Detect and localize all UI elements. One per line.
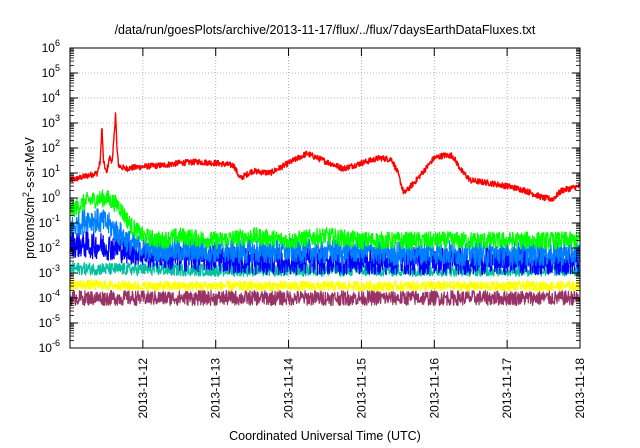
x-tick-label: 2013-11-16	[427, 358, 441, 419]
y-tick-label: 104	[42, 88, 60, 105]
y-tick-label: 105	[42, 63, 60, 80]
chart-title: /data/run/goesPlots/archive/2013-11-17/f…	[115, 23, 536, 37]
x-axis: 2013-11-12 2013-11-13 2013-11-14 2013-11-15…	[136, 48, 587, 419]
series-line-6	[69, 289, 581, 307]
y-axis: 106 105 104 103 102 101 100 10-1 10-2 10-3 10-4 10-…	[39, 38, 580, 355]
x-tick-label: 2013-11-15	[354, 358, 368, 419]
y-axis-label-prefix: protons/cm	[23, 197, 37, 259]
y-tick-label: 100	[42, 188, 60, 205]
y-tick-label: 101	[42, 163, 60, 180]
y-axis-label: protons/cm2-s-sr-MeV	[21, 136, 37, 258]
series-line-5	[69, 279, 581, 292]
x-tick-label: 2013-11-13	[209, 358, 223, 419]
series-line-1	[69, 189, 581, 250]
series-line-2	[69, 208, 581, 267]
y-axis-label-suffix: -s-sr-MeV	[23, 136, 37, 192]
y-tick-label: 10-3	[39, 263, 60, 280]
x-tick-label: 2013-11-14	[282, 358, 296, 419]
y-tick-label: 106	[42, 38, 60, 55]
y-axis-label-sup: 2	[21, 192, 31, 197]
x-tick-label: 2013-11-18	[573, 358, 587, 419]
x-tick-label: 2013-11-17	[500, 358, 514, 419]
y-tick-label: 10-5	[39, 313, 60, 330]
series-line-0	[69, 112, 581, 203]
x-axis-label: Coordinated Universal Time (UTC)	[229, 429, 421, 443]
series-group	[69, 112, 581, 307]
y-tick-label: 103	[42, 113, 60, 130]
x-tick-label: 2013-11-12	[136, 358, 150, 419]
y-tick-label: 10-2	[39, 238, 60, 255]
y-tick-label: 10-4	[39, 288, 60, 305]
y-tick-label: 10-1	[39, 213, 60, 230]
y-tick-label: 102	[42, 138, 60, 155]
y-tick-label: 10-6	[39, 338, 60, 355]
